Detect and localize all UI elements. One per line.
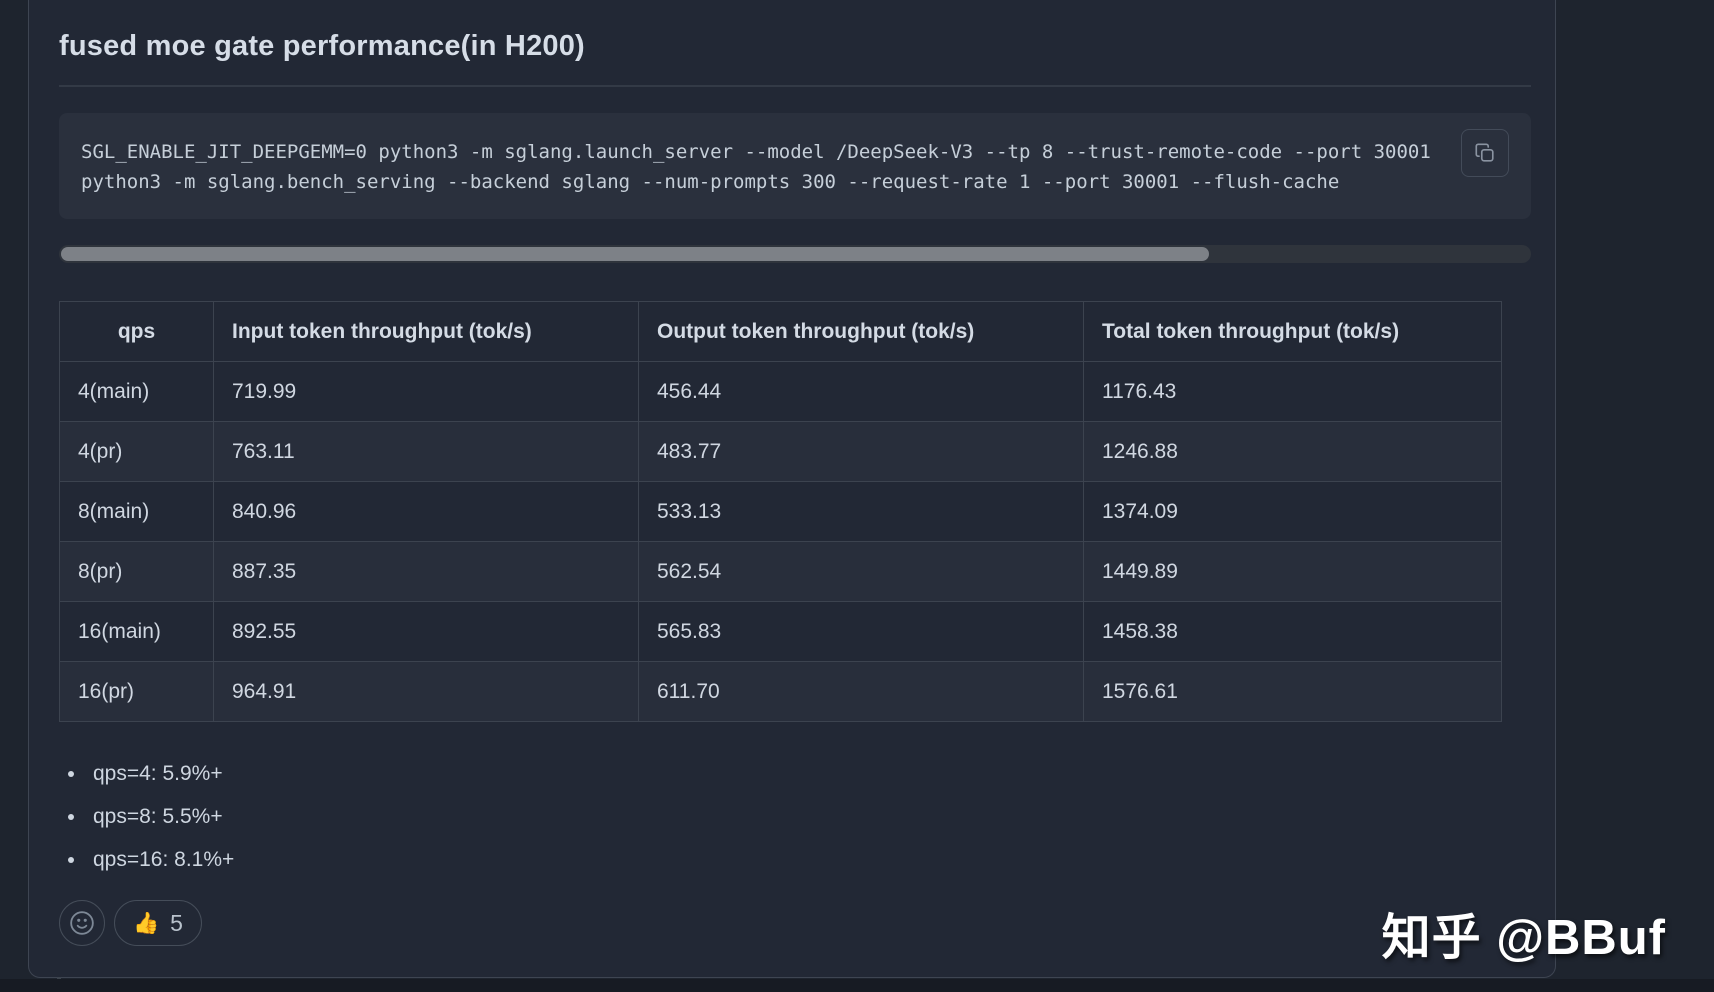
list-item: qps=16: 8.1%+ [87, 848, 1531, 872]
copy-button[interactable] [1461, 129, 1509, 177]
column-header-output: Output token throughput (tok/s) [638, 301, 1084, 362]
cell-total: 1449.89 [1083, 541, 1502, 602]
code-snippet: SGL_ENABLE_JIT_DEEPGEMM=0 python3 -m sgl… [81, 137, 1531, 197]
table-row: 4(main) 719.99 456.44 1176.43 [59, 361, 1502, 422]
thumbs-up-count: 5 [170, 909, 183, 936]
column-header-qps: qps [59, 301, 214, 362]
cell-qps: 16(pr) [59, 661, 214, 722]
list-item: qps=8: 5.5%+ [87, 805, 1531, 829]
cell-output: 565.83 [638, 601, 1084, 662]
cell-output: 456.44 [638, 361, 1084, 422]
cell-total: 1176.43 [1083, 361, 1502, 422]
cell-total: 1576.61 [1083, 661, 1502, 722]
cell-output: 533.13 [638, 481, 1084, 542]
watermark: 知乎 @BBuf [1381, 911, 1666, 965]
thumbs-up-reaction-button[interactable]: 👍 5 [114, 900, 202, 946]
page-title: fused moe gate performance(in H200) [59, 30, 585, 62]
column-header-total: Total token throughput (tok/s) [1083, 301, 1502, 362]
cell-input: 763.11 [213, 421, 639, 482]
column-header-input: Input token throughput (tok/s) [213, 301, 639, 362]
code-line-1: SGL_ENABLE_JIT_DEEPGEMM=0 python3 -m sgl… [81, 141, 1431, 163]
summary-list: qps=4: 5.9%+ qps=8: 5.5%+ qps=16: 8.1%+ [59, 762, 1531, 872]
table-row: 4(pr) 763.11 483.77 1246.88 [59, 421, 1502, 482]
cell-qps: 4(main) [59, 361, 214, 422]
performance-table: qps Input token throughput (tok/s) Outpu… [59, 301, 1502, 722]
title-divider [59, 85, 1531, 87]
horizontal-scrollbar[interactable] [59, 245, 1531, 263]
add-reaction-button[interactable] [59, 900, 105, 946]
table-header-row: qps Input token throughput (tok/s) Outpu… [59, 301, 1502, 362]
cell-output: 611.70 [638, 661, 1084, 722]
cell-qps: 4(pr) [59, 421, 214, 482]
code-block: SGL_ENABLE_JIT_DEEPGEMM=0 python3 -m sgl… [59, 113, 1531, 219]
cell-input: 887.35 [213, 541, 639, 602]
cell-output: 483.77 [638, 421, 1084, 482]
table-row: 8(main) 840.96 533.13 1374.09 [59, 481, 1502, 542]
cell-total: 1458.38 [1083, 601, 1502, 662]
table-row: 8(pr) 887.35 562.54 1449.89 [59, 541, 1502, 602]
cell-input: 892.55 [213, 601, 639, 662]
cell-output: 562.54 [638, 541, 1084, 602]
horizontal-scrollbar-thumb[interactable] [61, 247, 1210, 261]
table-row: 16(pr) 964.91 611.70 1576.61 [59, 661, 1502, 722]
cell-input: 964.91 [213, 661, 639, 722]
table-row: 16(main) 892.55 565.83 1458.38 [59, 601, 1502, 662]
cell-input: 719.99 [213, 361, 639, 422]
cell-qps: 8(main) [59, 481, 214, 542]
copy-icon [1474, 142, 1496, 164]
cell-total: 1374.09 [1083, 481, 1502, 542]
cell-qps: 8(pr) [59, 541, 214, 602]
page-bottom-strip [0, 979, 1714, 992]
list-item: qps=4: 5.9%+ [87, 762, 1531, 786]
smiley-icon [69, 910, 95, 936]
comment-card: fused moe gate performance(in H200) SGL_… [28, 0, 1556, 978]
code-line-2: python3 -m sglang.bench_serving --backen… [81, 171, 1340, 193]
reactions-bar: 👍 5 [59, 900, 1531, 946]
cell-total: 1246.88 [1083, 421, 1502, 482]
cell-input: 840.96 [213, 481, 639, 542]
cell-qps: 16(main) [59, 601, 214, 662]
thumbs-up-emoji: 👍 [133, 911, 160, 935]
